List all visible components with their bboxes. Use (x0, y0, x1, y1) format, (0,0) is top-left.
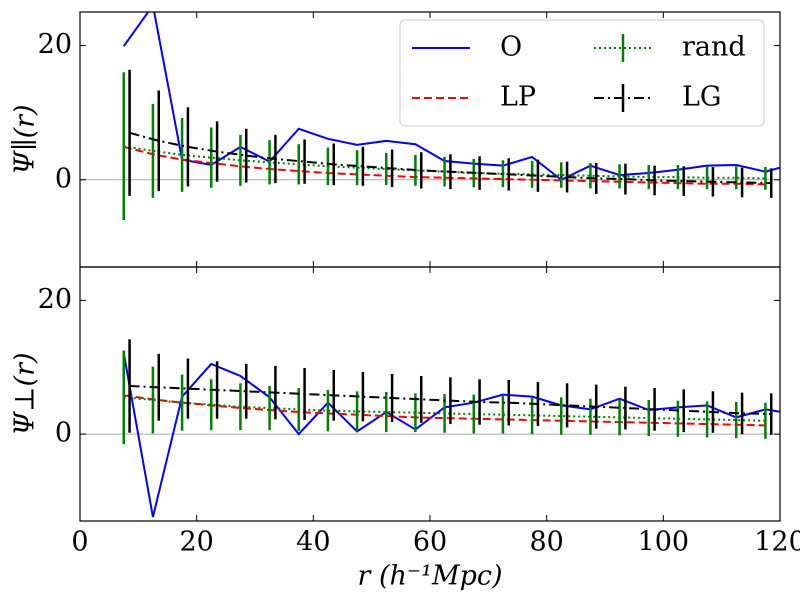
legend-label: LG (682, 82, 722, 113)
series-line (123, 145, 766, 186)
plot-area (80, 12, 780, 221)
x-tick-label: 60 (413, 527, 447, 558)
legend-label: O (500, 32, 522, 63)
plot-area (80, 339, 780, 518)
series-line (129, 384, 772, 416)
y-tick-label: 20 (38, 284, 72, 315)
x-tick-label: 0 (71, 527, 88, 558)
legend-label: LP (500, 82, 536, 113)
legend-label: rand (682, 32, 746, 63)
legend-box (399, 19, 765, 127)
x-tick-label: 40 (296, 527, 330, 558)
series-line (129, 131, 772, 185)
series-line (123, 396, 766, 422)
series-line (123, 145, 766, 180)
x-axis-label: r (h⁻¹Mpc) (357, 561, 502, 592)
y-tick-label: 0 (55, 418, 72, 449)
y-tick-label: 0 (55, 163, 72, 194)
x-tick-label: 20 (179, 527, 213, 558)
series-line (122, 353, 780, 518)
y-tick-label: 20 (38, 29, 72, 60)
y-axis-label: Ψ∥(r) (10, 104, 41, 174)
y-axis-label: Ψ⊥(r) (10, 352, 41, 435)
x-tick-label: 80 (529, 527, 563, 558)
x-tick-label: 120 (754, 527, 800, 558)
series-line (123, 394, 766, 427)
x-tick-label: 100 (638, 527, 690, 558)
